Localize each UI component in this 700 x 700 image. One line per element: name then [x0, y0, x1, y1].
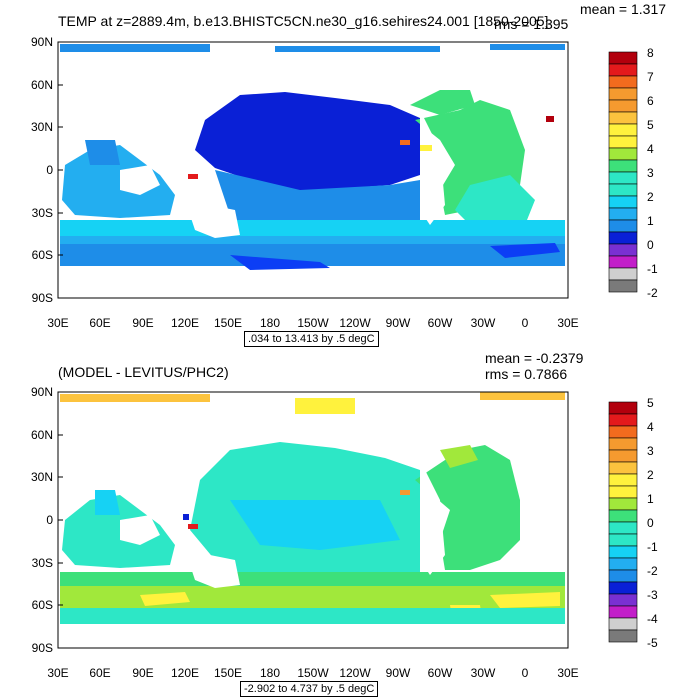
- lat-label: 60S: [31, 248, 53, 262]
- colorbar-label: 0: [647, 238, 654, 252]
- panel-title: (MODEL - LEVITUS/PHC2): [58, 364, 229, 380]
- colorbar-label: 6: [647, 94, 654, 108]
- colorbar-label: -1: [647, 262, 658, 276]
- lat-label: 0: [46, 513, 53, 527]
- lat-label: 90S: [31, 641, 53, 655]
- lat-label: 90N: [30, 35, 53, 49]
- colorbar-label: 1: [647, 492, 654, 506]
- lon-label: 120E: [170, 316, 200, 330]
- colorbar-label: -3: [647, 588, 658, 602]
- lat-label: 30N: [30, 470, 53, 484]
- lon-label: 60E: [89, 666, 111, 680]
- lon-label: 120E: [170, 666, 200, 680]
- lon-label: 60E: [89, 316, 111, 330]
- lon-label: 120W: [339, 666, 371, 680]
- colorbar-label: 4: [647, 142, 654, 156]
- map-temp: [57, 41, 638, 299]
- mean-value: mean = -0.2379: [485, 350, 584, 366]
- colorbar-label: 1: [647, 214, 654, 228]
- lon-label: 30E: [557, 316, 579, 330]
- colorbar-label: 0: [647, 516, 654, 530]
- panel-title: TEMP at z=2889.4m, b.e13.BHISTC5CN.ne30_…: [58, 13, 549, 29]
- rms-value: rms = 0.7866: [485, 366, 568, 382]
- lat-label: 30S: [31, 556, 53, 570]
- range-label: .034 to 13.413 by .5 degC: [244, 331, 379, 347]
- lon-label: 150E: [213, 666, 243, 680]
- range-label: -2.902 to 4.737 by .5 degC: [240, 681, 379, 697]
- colorbar-label: 2: [647, 468, 654, 482]
- lat-label: 30S: [31, 206, 53, 220]
- colorbar: [608, 401, 638, 643]
- lon-label: 150E: [213, 316, 243, 330]
- lon-label: 150W: [297, 666, 329, 680]
- lon-label: 30W: [470, 316, 496, 330]
- colorbar-label: 3: [647, 166, 654, 180]
- lat-label: 60S: [31, 598, 53, 612]
- rms-value: rms = 1.395: [494, 16, 569, 32]
- lat-label: 60N: [30, 78, 53, 92]
- lat-label: 30N: [30, 120, 53, 134]
- colorbar: [608, 51, 638, 293]
- lon-label: 60W: [427, 666, 453, 680]
- lon-label: 30E: [47, 666, 69, 680]
- colorbar-label: 4: [647, 420, 654, 434]
- lon-label: 120W: [339, 316, 371, 330]
- panel-temp: TEMP at z=2889.4m, b.e13.BHISTC5CN.ne30_…: [30, 1, 667, 347]
- colorbar-label: 5: [647, 396, 654, 410]
- lon-label: 0: [521, 316, 529, 330]
- colorbar-label: -1: [647, 540, 658, 554]
- lon-label: 0: [521, 666, 529, 680]
- lon-label: 90W: [385, 316, 411, 330]
- lon-label: 90E: [132, 316, 154, 330]
- lat-label: 60N: [30, 428, 53, 442]
- lon-label: 150W: [297, 316, 329, 330]
- lat-label: 0: [46, 163, 53, 177]
- colorbar-label: 3: [647, 444, 654, 458]
- lon-label: 60W: [427, 316, 453, 330]
- colorbar-label: -5: [647, 636, 658, 650]
- colorbar-label: -2: [647, 564, 658, 578]
- lon-label: 90W: [385, 666, 411, 680]
- lon-label: 30E: [557, 666, 579, 680]
- colorbar-label: -2: [647, 286, 658, 300]
- lat-label: 90N: [30, 385, 53, 399]
- lon-label: 180: [259, 666, 281, 680]
- lon-label: 90E: [132, 666, 154, 680]
- lon-label: 30E: [47, 316, 69, 330]
- mean-value: mean = 1.317: [580, 1, 667, 17]
- colorbar-label: 7: [647, 70, 654, 84]
- colorbar-label: 5: [647, 118, 654, 132]
- lon-label: 180: [259, 316, 281, 330]
- colorbar-label: 2: [647, 190, 654, 204]
- colorbar-label: -4: [647, 612, 658, 626]
- map-diff: [57, 391, 638, 649]
- colorbar-label: 8: [647, 46, 654, 60]
- lat-label: 90S: [31, 291, 53, 305]
- lon-label: 30W: [470, 666, 496, 680]
- panel-diff: (MODEL - LEVITUS/PHC2) mean = -0.2379 rm…: [0, 350, 700, 700]
